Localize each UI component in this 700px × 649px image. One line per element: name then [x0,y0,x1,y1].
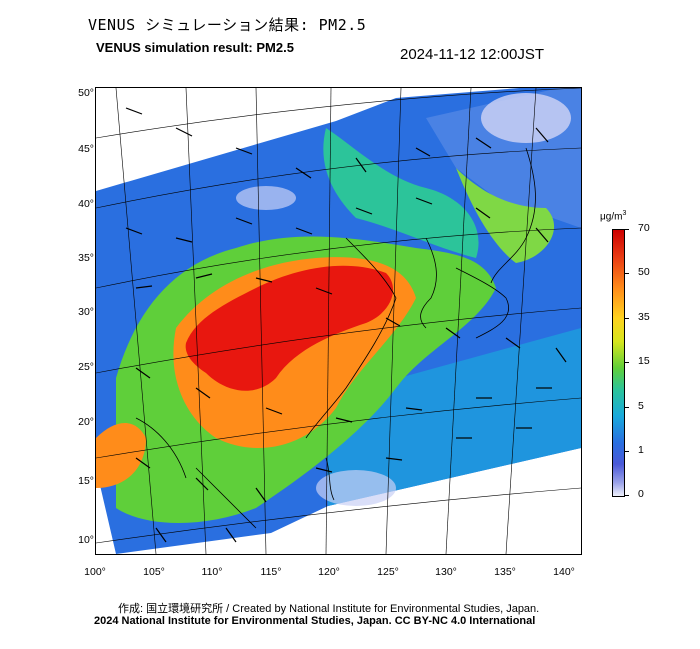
colorbar-unit-sup: 3 [622,210,627,217]
pollution-high-southwest [96,423,146,488]
colorbar-tick-15: 15 [638,355,650,367]
colorbar-unit: μg/m3 [600,210,626,222]
lat-label-50: 50° [78,87,94,99]
pollution-moderate-north [323,128,479,258]
clean-patch-3 [316,470,396,506]
lon-label-125: 125° [377,566,399,578]
lon-label-105: 105° [143,566,165,578]
pollution-very-high [185,265,394,391]
pm25-map [95,87,582,555]
colorbar-tick-mark [624,362,629,363]
credit-line-1: 作成: 国立環境研究所 / Created by National Instit… [118,603,540,615]
lon-label-115: 115° [260,566,282,578]
colorbar-tick-mark [624,451,629,452]
graticule [96,88,581,554]
timestamp: 2024-11-12 12:00JST [400,46,544,63]
lat-label-20: 20° [78,416,94,428]
colorbar-tick-0: 0 [638,488,644,500]
colorbar-tick-mark [624,407,629,408]
lon-label-120: 120° [318,566,340,578]
colorbar-tick-35: 35 [638,311,650,323]
colorbar-tick-mark [624,229,629,230]
colorbar-tick-1: 1 [638,444,644,456]
lon-label-130: 130° [435,566,457,578]
colorbar-tick-mark [624,273,629,274]
colorbar-unit-text: μg/m [600,211,623,223]
lat-label-10: 10° [78,534,94,546]
credit-line-2: 2024 National Institute for Environmenta… [94,615,536,627]
title-english: VENUS simulation result: PM2.5 [96,40,294,55]
lat-label-25: 25° [78,361,94,373]
lat-label-15: 15° [78,475,94,487]
title-japanese: VENUS シミュレーション結果: PM2.5 [88,16,367,34]
lon-label-135: 135° [494,566,516,578]
clean-patch-1 [481,93,571,143]
lat-label-45: 45° [78,143,94,155]
wind-vectors [125,107,567,543]
lat-label-35: 35° [78,252,94,264]
lon-label-100: 100° [84,566,106,578]
colorbar-tick-mark [624,318,629,319]
colorbar [612,229,625,497]
lon-label-110: 110° [201,566,223,578]
lon-label-140: 140° [553,566,575,578]
colorbar-tick-50: 50 [638,266,650,278]
pollution-moderate-northeast [456,168,555,263]
clean-patch-2 [236,186,296,210]
colorbar-tick-5: 5 [638,400,644,412]
colorbar-tick-mark [624,495,629,496]
lat-label-30: 30° [78,306,94,318]
colorbar-tick-70: 70 [638,222,650,234]
pm25-map-canvas [96,88,581,554]
lat-label-40: 40° [78,198,94,210]
